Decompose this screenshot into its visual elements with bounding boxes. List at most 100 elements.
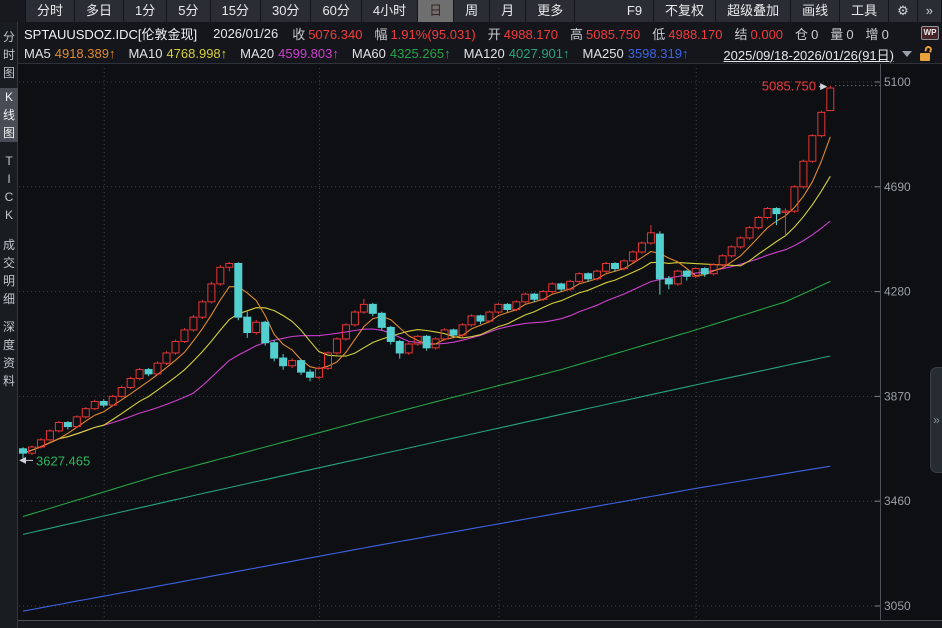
candles [19, 85, 835, 459]
toolbar-spacer [575, 0, 616, 22]
ma-label: MA250 [582, 46, 624, 61]
quote-value: 5076.340 [308, 26, 363, 42]
tab-30分[interactable]: 30分 [260, 0, 312, 22]
ma-label: MA120 [463, 46, 505, 61]
quote-label: 幅 [374, 26, 388, 42]
ma-line-ma120 [22, 355, 831, 535]
tab-15分[interactable]: 15分 [210, 0, 261, 22]
y-axis-label: 4690 [884, 180, 911, 194]
period-toolbar: 分时 多日 1分 5分 15分 30分 60分 4小时日周月更多 F9 不复权 超级叠加 画线 工具 … [0, 0, 942, 22]
ma-label: MA20 [240, 46, 275, 61]
ma-label: MA60 [351, 46, 386, 61]
ma-label: MA5 [24, 46, 51, 61]
quote-field-幅: 幅 1.91%(95.031) [374, 24, 475, 43]
quote-field-开: 开 4988.170 [488, 24, 558, 43]
ma-indicator-bar: MA5 4918.389↑ MA10 4768.998↑ MA20 4599.803↑ MA… [0, 44, 942, 64]
tab-分时[interactable]: 分时 [26, 0, 76, 22]
tab-更多[interactable]: 更多 [526, 0, 576, 22]
ma-item-MA60: MA60 4325.265↑ [352, 46, 451, 61]
ma-line-ma10 [22, 176, 831, 454]
button-画线[interactable]: 画线 [791, 0, 841, 22]
quote-label: 高 [569, 26, 583, 42]
date-range-link[interactable]: 2025/09/18-2026/01/26(91日) [723, 47, 894, 63]
ma-line-ma250 [22, 465, 831, 612]
quote-label: 开 [487, 26, 501, 42]
ma-value: 4768.998↑ [166, 46, 228, 61]
y-axis-label: 3460 [884, 494, 911, 508]
y-axis-label: 5100 [884, 75, 911, 89]
quote-value: 4988.170 [503, 26, 558, 42]
ma-item-MA10: MA10 4768.998↑ [128, 46, 227, 61]
settings-gear-icon[interactable]: ⚙ [889, 0, 918, 22]
tab-多日[interactable]: 多日 [75, 0, 125, 22]
ma-value: 3598.319↑ [627, 46, 689, 61]
quote-field-高: 高 5085.750 [570, 24, 640, 43]
view-sidebar: 分 时 图 K 线 图 T I C K 成 交 明 细深 度 资 料 [0, 22, 18, 628]
quote-label: 增 [865, 26, 879, 42]
quote-value: 1.91%(95.031) [390, 26, 476, 42]
range-dropdown-icon[interactable] [902, 51, 912, 57]
quote-label: 结 [734, 26, 748, 42]
ma-item-MA120: MA120 4027.901↑ [464, 46, 570, 61]
quote-label: 量 [830, 26, 844, 42]
kline-chart-area[interactable]: 5100 4690 4280 3870 3460 3050 5085.750 3627.465… [0, 64, 942, 628]
quote-field-低: 低 4988.170 [652, 24, 722, 43]
ma-line-ma60 [22, 280, 831, 518]
toolbar-corner-box [0, 0, 26, 22]
sidebar-item-K线图[interactable]: K 线 图 [0, 88, 18, 142]
tab-4小时[interactable]: 4小时 [361, 0, 419, 22]
tab-周[interactable]: 周 [454, 0, 491, 22]
ma-item-MA20: MA20 4599.803↑ [240, 46, 339, 61]
wp-badge[interactable]: WP [921, 26, 939, 40]
tab-5分[interactable]: 5分 [167, 0, 211, 22]
kline-chart[interactable]: 5100 4690 4280 3870 3460 3050 5085.750 3627.465 [0, 64, 942, 628]
ma-value: 4027.901↑ [508, 46, 570, 61]
y-axis-label: 3050 [884, 599, 911, 613]
tab-60分[interactable]: 60分 [311, 0, 362, 22]
quote-field-结: 结 0.000 [734, 24, 783, 43]
sidebar-item-深度资料[interactable]: 深 度 资 料 [2, 320, 15, 388]
button-F9[interactable]: F9 [615, 0, 655, 22]
y-axis-label: 4280 [884, 285, 911, 299]
ma-item-MA250: MA250 3598.319↑ [583, 46, 689, 61]
quote-value: 5085.750 [586, 26, 641, 42]
quote-label: 低 [652, 26, 666, 42]
panel-expand-handle[interactable]: » [930, 367, 942, 473]
quote-bar: SPTAUUSDOZ.IDC[伦敦金现] 2026/01/26 收 5076.34… [0, 22, 942, 44]
unlock-icon[interactable] [919, 45, 933, 61]
symbol-name: SPTAUUSDOZ.IDC[伦敦金现] [24, 26, 198, 42]
quote-date: 2026/01/26 [213, 25, 279, 41]
ma-line-ma5 [22, 136, 831, 454]
sidebar-item-TICK[interactable]: T I C K [4, 154, 14, 222]
ma-item-MA5: MA5 4918.389↑ [24, 46, 115, 61]
quote-value: 4988.170 [668, 26, 723, 42]
sidebar-item-成交明细[interactable]: 成 交 明 细 [2, 238, 15, 306]
ma-value: 4325.265↑ [389, 46, 451, 61]
period-tabs: 分时 多日 1分 5分 15分 30分 60分 4小时日周月更多 [26, 0, 576, 22]
button-工具[interactable]: 工具 [840, 0, 890, 22]
button-超级叠加[interactable]: 超级叠加 [716, 0, 792, 22]
quote-label: 仓 [795, 26, 809, 42]
quote-value: 0.000 [750, 26, 784, 42]
ma-values: MA5 4918.389↑ MA10 4768.998↑ MA20 4599.803↑ MA… [24, 46, 701, 61]
ma-value: 4599.803↑ [278, 46, 339, 61]
quote-fields: 收 5076.340 幅 1.91%(95.031) 开 4988.170 高 5085.75… [292, 24, 901, 43]
y-axis-label: 3870 [884, 389, 911, 403]
button-不复权[interactable]: 不复权 [654, 0, 717, 22]
quote-value: 0 [881, 26, 889, 42]
ma-label: MA10 [128, 46, 163, 61]
sidebar-item-分时图[interactable]: 分 时 图 [2, 30, 15, 80]
quote-value: 0 [811, 26, 819, 42]
toolbar-more-chevron-icon[interactable]: » [917, 0, 942, 22]
tab-日[interactable]: 日 [418, 0, 455, 22]
tab-1分[interactable]: 1分 [124, 0, 168, 22]
quote-label: 收 [292, 26, 306, 42]
ma-value: 4918.389↑ [54, 46, 116, 61]
quote-field-收: 收 5076.340 [292, 24, 362, 43]
toolbar-buttons: F9 不复权 超级叠加 画线 工具 [615, 0, 890, 22]
tab-月[interactable]: 月 [490, 0, 527, 22]
